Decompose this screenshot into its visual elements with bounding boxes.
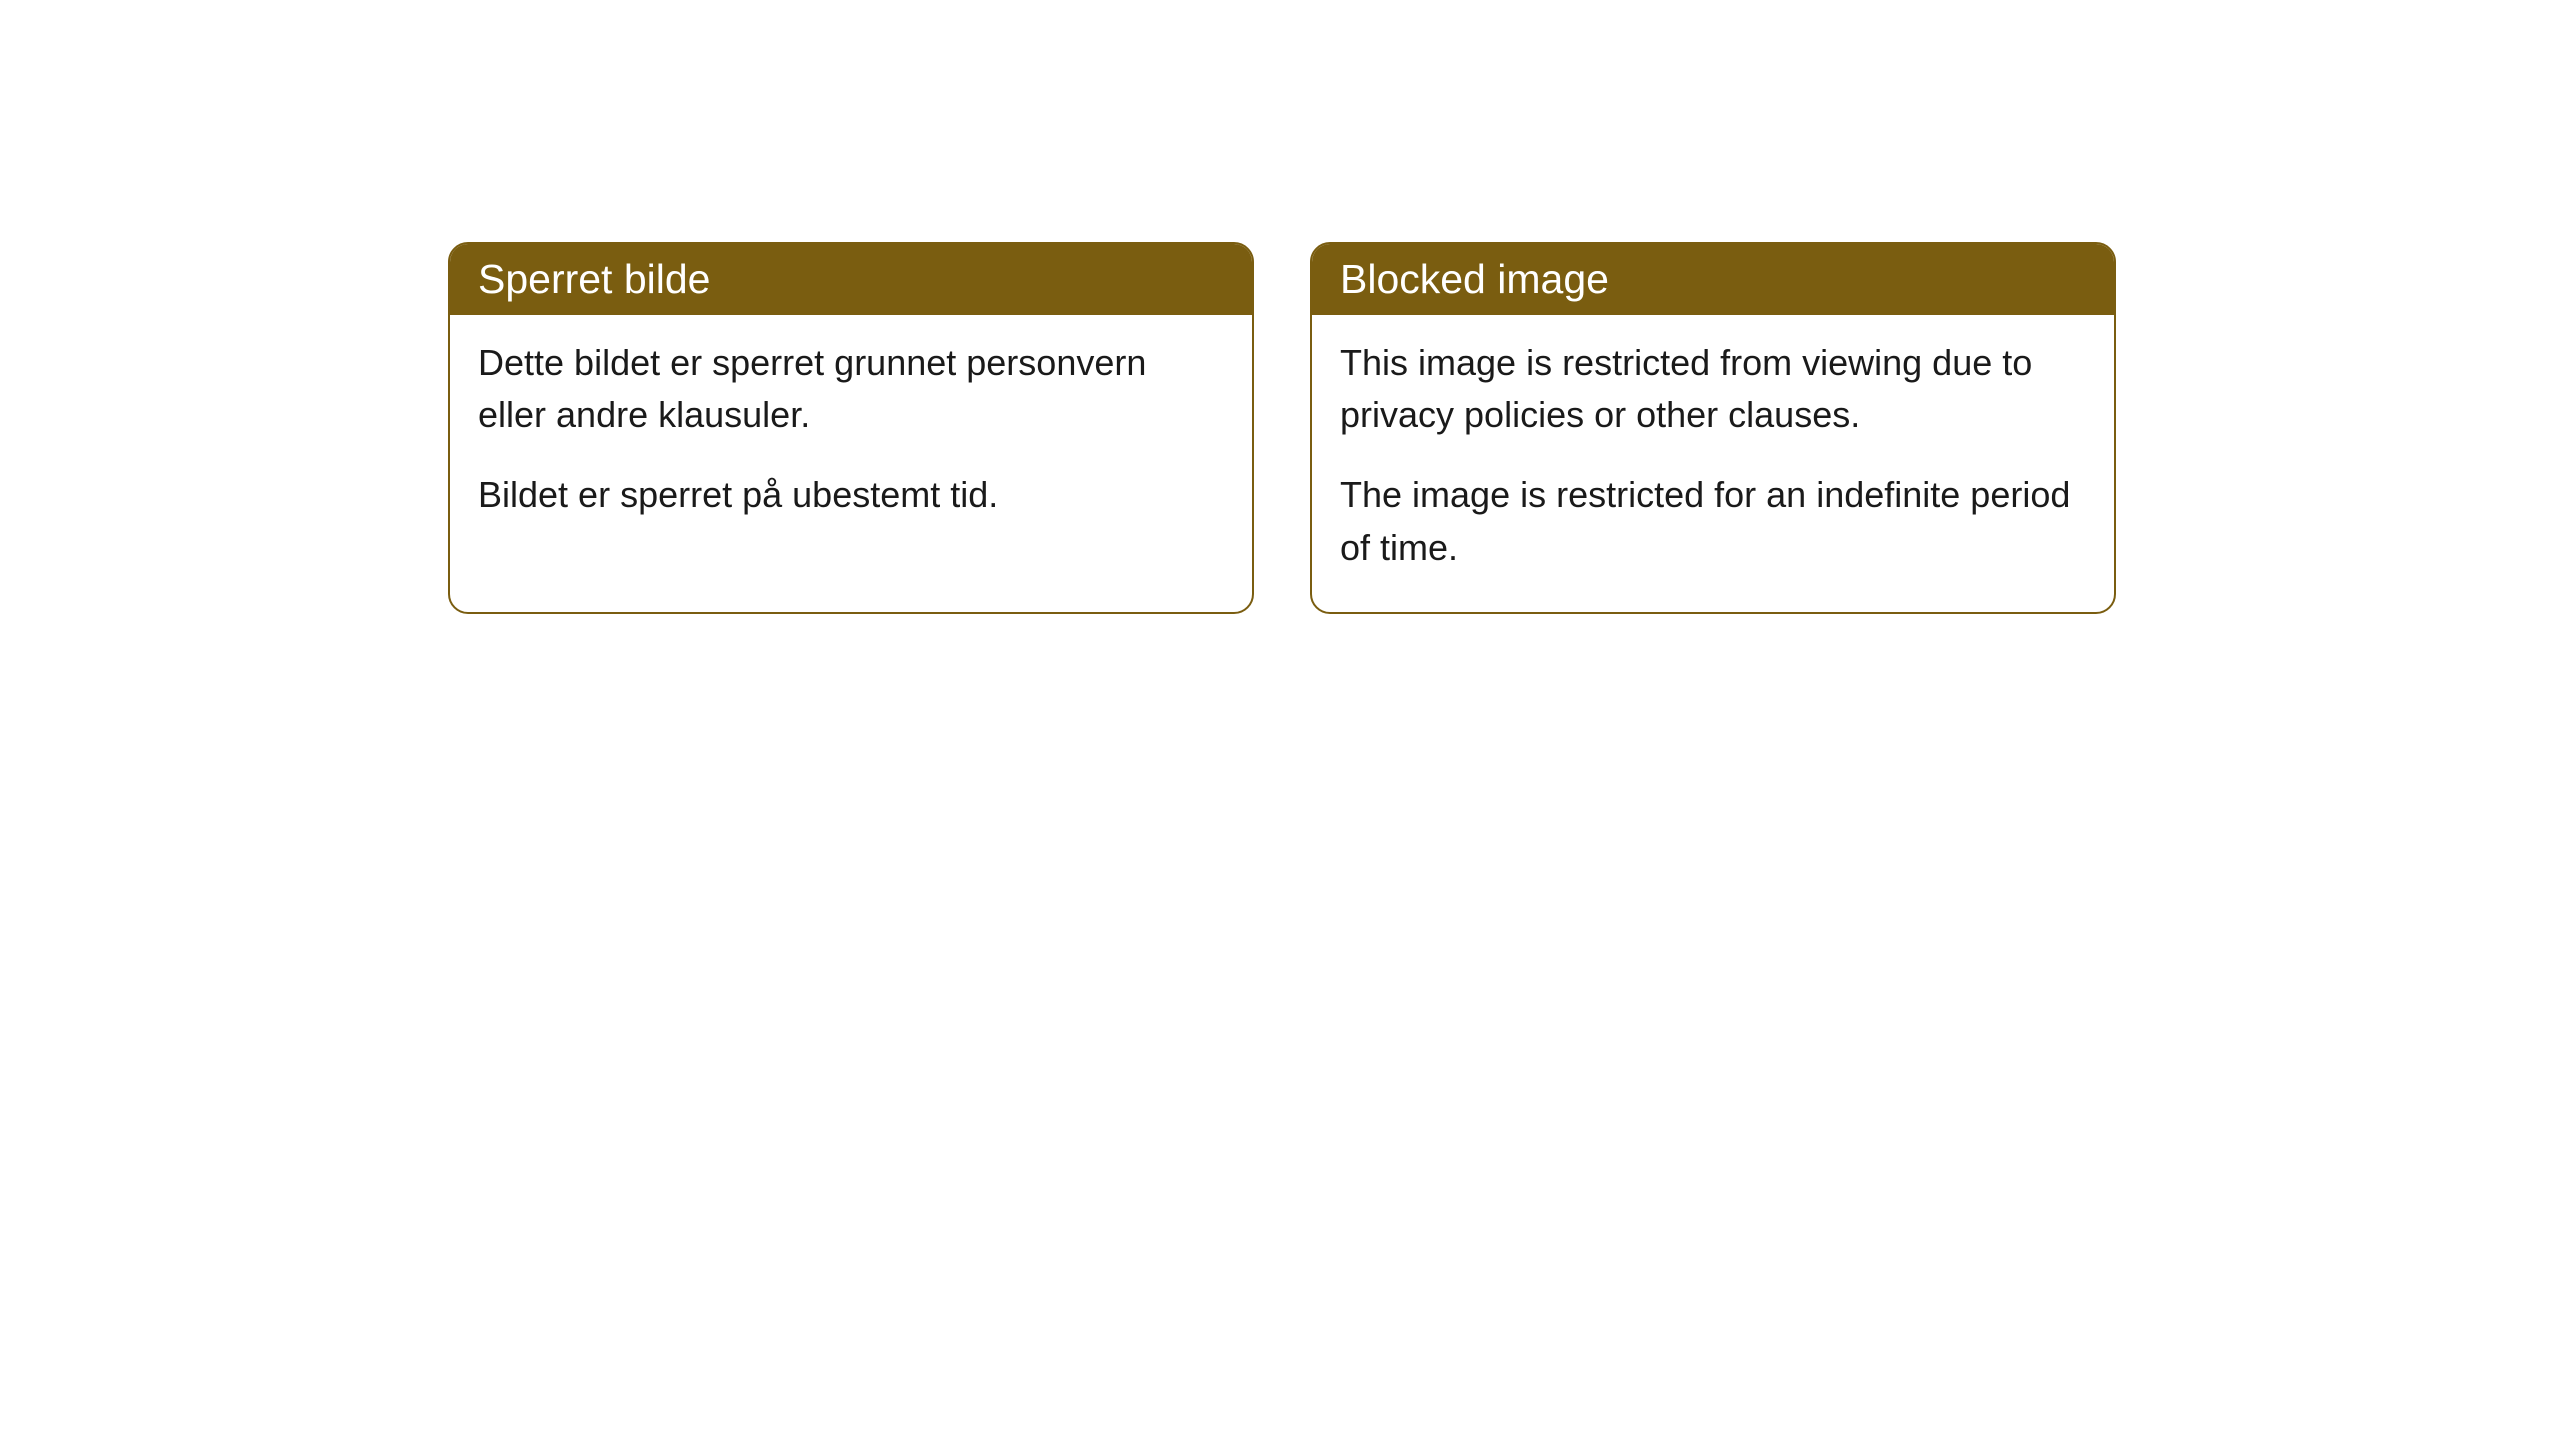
card-body: This image is restricted from viewing du… bbox=[1312, 315, 2114, 612]
card-paragraph: Bildet er sperret på ubestemt tid. bbox=[478, 469, 1224, 521]
card-paragraph: This image is restricted from viewing du… bbox=[1340, 337, 2086, 441]
card-title: Sperret bilde bbox=[478, 256, 710, 302]
notice-card-norwegian: Sperret bilde Dette bildet er sperret gr… bbox=[448, 242, 1254, 614]
card-header: Blocked image bbox=[1312, 244, 2114, 315]
card-paragraph: The image is restricted for an indefinit… bbox=[1340, 469, 2086, 573]
card-header: Sperret bilde bbox=[450, 244, 1252, 315]
card-paragraph: Dette bildet er sperret grunnet personve… bbox=[478, 337, 1224, 441]
card-title: Blocked image bbox=[1340, 256, 1609, 302]
card-body: Dette bildet er sperret grunnet personve… bbox=[450, 315, 1252, 560]
notice-card-english: Blocked image This image is restricted f… bbox=[1310, 242, 2116, 614]
notice-cards-container: Sperret bilde Dette bildet er sperret gr… bbox=[448, 242, 2116, 614]
